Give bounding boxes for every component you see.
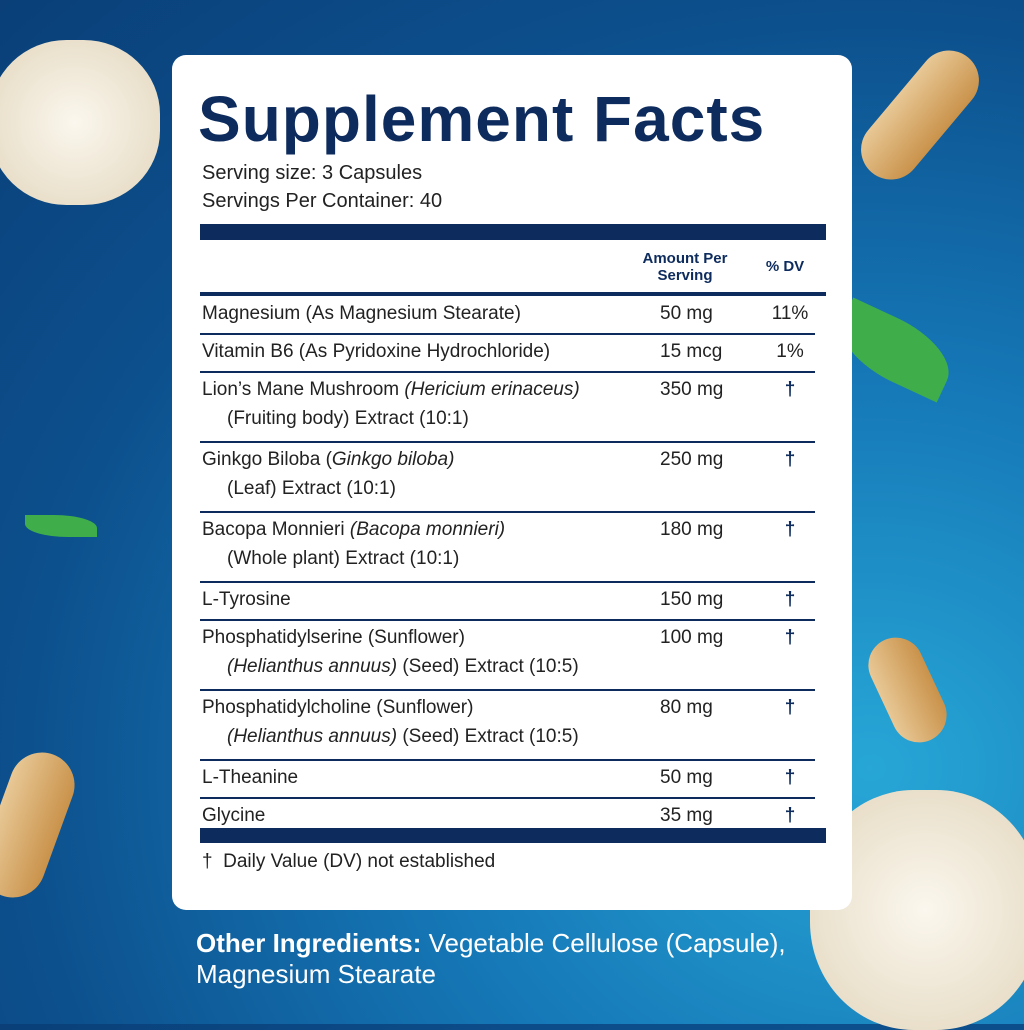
serving-size: Serving size: 3 Capsules <box>202 162 423 184</box>
amount: 250 mg <box>660 449 724 470</box>
daily-value: † <box>784 379 796 400</box>
ingredient-line: L-Tyrosine <box>202 589 291 611</box>
ingredient-text: (Helianthus annuus) <box>227 656 398 677</box>
servings-per-container: Servings Per Container: 40 <box>202 190 443 212</box>
row-rule <box>200 333 815 335</box>
other-ingredients-label: Other Ingredients: <box>196 928 422 958</box>
ingredient-line: (Leaf) Extract (10:1) <box>227 478 396 500</box>
ingredient-text: (Seed) Extract (10:5) <box>397 726 579 747</box>
amount: 50 mg <box>660 303 713 324</box>
daily-value: † <box>784 449 796 470</box>
ingredient-text: Bacopa Monnieri <box>202 519 350 540</box>
other-ingredients-text: Vegetable Cellulose (Capsule), Magnesium… <box>196 928 786 989</box>
daily-value: † <box>784 805 796 826</box>
ingredient-text: (Bacopa monnieri) <box>349 519 506 540</box>
row-rule <box>200 797 815 799</box>
footnote: † Daily Value (DV) not established <box>202 851 496 872</box>
row-rule <box>200 371 815 373</box>
daily-value: † <box>784 767 796 788</box>
row-rule <box>200 619 815 621</box>
ingredient-text: Lion’s Mane Mushroom <box>202 379 405 400</box>
ingredient-text: (Seed) Extract (10:5) <box>397 656 579 677</box>
ingredient-line: (Helianthus annuus) (Seed) Extract (10:5… <box>227 656 579 678</box>
dv-header: % DV <box>765 258 805 275</box>
amount: 100 mg <box>660 627 724 648</box>
thick-rule <box>200 224 826 240</box>
ingredient-text: L-Theanine <box>202 767 299 788</box>
ingredient-text: (Fruiting body) Extract (10:1) <box>227 408 469 429</box>
ingredient-line: Phosphatidylcholine (Sunflower) <box>202 697 473 719</box>
row-rule <box>200 441 815 443</box>
ingredient-line: (Helianthus annuus) (Seed) Extract (10:5… <box>227 726 579 748</box>
capsule-decoration <box>848 38 992 192</box>
capsule-decoration <box>0 743 84 907</box>
ingredient-text: (Whole plant) Extract (10:1) <box>227 548 460 569</box>
row-rule <box>200 689 815 691</box>
ingredient-text: (Leaf) Extract (10:1) <box>227 478 396 499</box>
ingredient-text: Glycine <box>202 805 266 826</box>
row-rule <box>200 759 815 761</box>
daily-value: 1% <box>776 341 804 362</box>
ingredient-line: (Fruiting body) Extract (10:1) <box>227 408 469 430</box>
amount-header: Amount Per Serving <box>642 250 728 284</box>
ingredient-line: Ginkgo Biloba (Ginkgo biloba) <box>202 449 454 471</box>
row-rule <box>200 581 815 583</box>
title: Supplement Facts <box>198 83 766 155</box>
amount: 50 mg <box>660 767 713 788</box>
amount: 80 mg <box>660 697 713 718</box>
daily-value: † <box>784 697 796 718</box>
ingredient-line: Phosphatidylserine (Sunflower) <box>202 627 465 649</box>
header-rule <box>200 292 826 296</box>
ingredient-line: Glycine <box>202 805 265 827</box>
daily-value: † <box>784 589 796 610</box>
row-rule <box>200 511 815 513</box>
ingredient-text: Magnesium (As Magnesium Stearate) <box>202 303 521 324</box>
amount: 180 mg <box>660 519 724 540</box>
amount: 35 mg <box>660 805 713 826</box>
amount: 15 mcg <box>660 341 723 362</box>
mushroom-decoration <box>0 40 160 205</box>
ingredient-text: Phosphatidylserine (Sunflower) <box>202 627 465 648</box>
ingredient-line: Magnesium (As Magnesium Stearate) <box>202 303 521 325</box>
ingredient-line: Lion’s Mane Mushroom (Hericium erinaceus… <box>202 379 580 401</box>
ingredient-text: Phosphatidylcholine (Sunflower) <box>202 697 474 718</box>
daily-value: † <box>784 627 796 648</box>
thick-rule <box>200 828 826 843</box>
ingredient-text: Ginkgo Biloba ( <box>202 449 332 470</box>
ingredient-text: Ginkgo biloba) <box>331 449 455 470</box>
ingredient-line: L-Theanine <box>202 767 298 789</box>
capsule-decoration <box>859 628 956 752</box>
amount: 150 mg <box>660 589 724 610</box>
amount: 350 mg <box>660 379 724 400</box>
ingredient-text: Vitamin B6 (As Pyridoxine Hydrochloride) <box>202 341 551 362</box>
ingredient-line: Vitamin B6 (As Pyridoxine Hydrochloride) <box>202 341 550 363</box>
other-ingredients: Other Ingredients: Vegetable Cellulose (… <box>196 928 796 990</box>
daily-value: † <box>784 519 796 540</box>
leaf-decoration <box>25 515 97 537</box>
ingredient-text: L-Tyrosine <box>202 589 291 610</box>
facts-card <box>172 55 852 910</box>
ingredient-text: (Hericium erinaceus) <box>404 379 580 400</box>
ingredient-line: (Whole plant) Extract (10:1) <box>227 548 459 570</box>
daily-value: 11% <box>771 303 809 324</box>
ingredient-line: Bacopa Monnieri (Bacopa monnieri) <box>202 519 505 541</box>
ingredient-text: (Helianthus annuus) <box>227 726 398 747</box>
